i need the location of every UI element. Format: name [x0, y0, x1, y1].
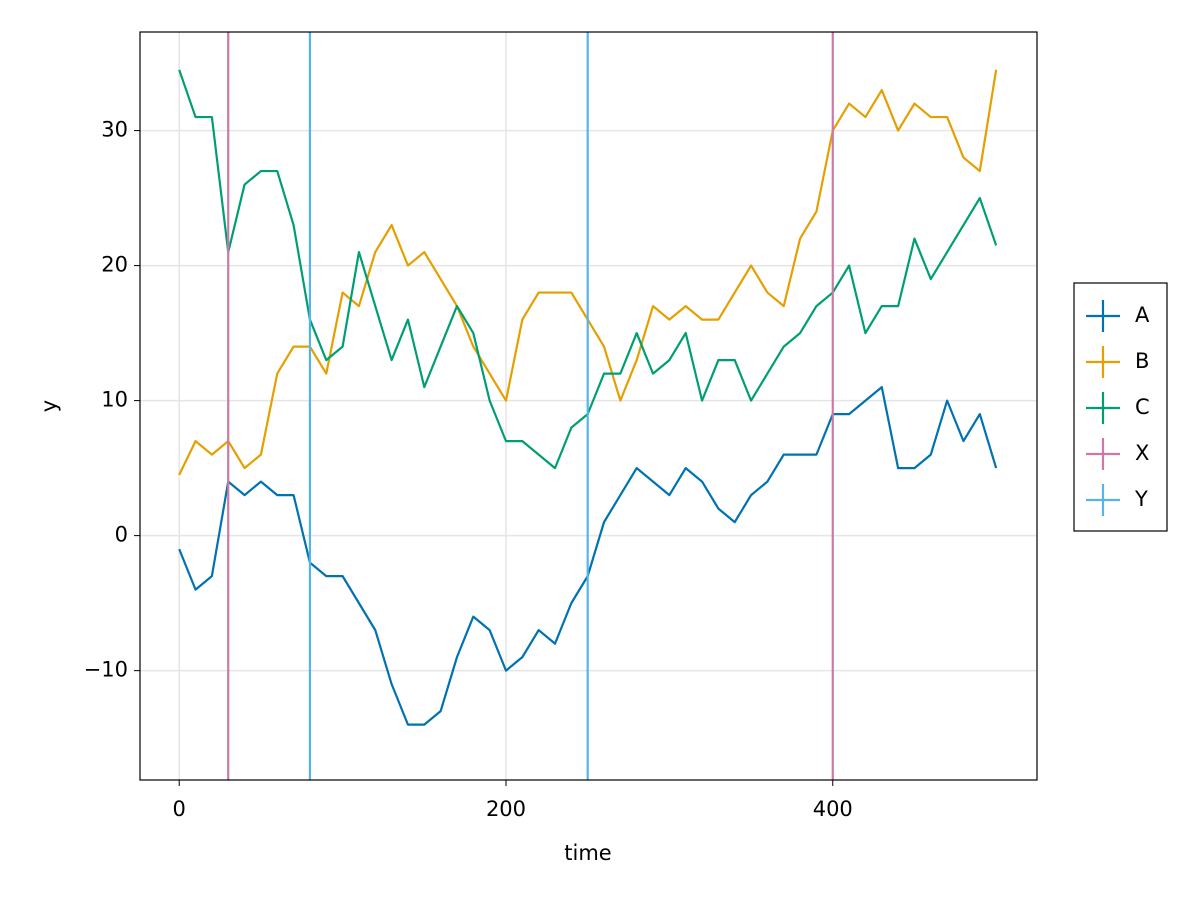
plot-frame: [139, 31, 1038, 781]
x-tick-label: 400: [813, 797, 853, 821]
x-axis-label: time: [564, 841, 611, 865]
y-tick-label: 30: [101, 118, 128, 142]
y-axis-label: y: [37, 400, 61, 412]
x-tick-label: 0: [173, 797, 186, 821]
y-tick-label: 10: [101, 388, 128, 412]
legend-label: Y: [1134, 487, 1148, 511]
x-tick-label: 200: [486, 797, 526, 821]
y-tick-label: 20: [101, 253, 128, 277]
y-tick-label: 0: [115, 523, 128, 547]
legend-label: C: [1135, 395, 1150, 419]
legend-label: A: [1135, 303, 1150, 327]
y-tick-label: −10: [84, 658, 128, 682]
legend-label: B: [1135, 349, 1149, 373]
legend-label: X: [1135, 441, 1149, 465]
